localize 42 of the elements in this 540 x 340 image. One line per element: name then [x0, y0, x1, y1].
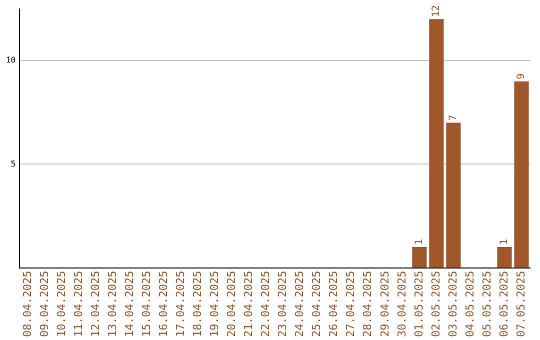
- data-label: 12: [431, 5, 442, 18]
- x-tick-label: 04.05.2025: [463, 270, 476, 338]
- x-tick-label: 16.04.2025: [157, 270, 170, 338]
- data-label: 7: [448, 114, 460, 121]
- x-tick-label: 28.04.2025: [361, 270, 374, 338]
- x-tick-label: 24.04.2025: [293, 270, 306, 338]
- y-tick-label: 5: [10, 159, 16, 168]
- bar: [514, 81, 529, 268]
- data-label: 1: [414, 239, 426, 246]
- x-tick-label: 11.04.2025: [72, 270, 86, 338]
- x-tick-label: 25.04.2025: [310, 270, 324, 338]
- y-tick-label: 10: [6, 56, 16, 65]
- x-tick-label: 09.04.2025: [38, 270, 52, 338]
- x-tick-label: 10.04.2025: [55, 270, 68, 338]
- x-tick-label: 14.04.2025: [123, 270, 136, 338]
- x-tick-label: 12.04.2025: [89, 270, 102, 338]
- x-tick-label: 13.04.2025: [106, 270, 120, 338]
- x-tick-label: 22.04.2025: [259, 270, 272, 338]
- x-tick-label: 29.04.2025: [378, 270, 392, 338]
- x-tick-label: 20.04.2025: [225, 270, 238, 338]
- x-tick-label: 23.04.2025: [276, 270, 290, 338]
- x-tick-label: 02.05.2025: [429, 270, 442, 338]
- x-tick-label: 05.05.2025: [480, 270, 494, 338]
- x-tick-label: 15.04.2025: [140, 270, 154, 338]
- bar: [412, 247, 427, 268]
- x-tick-label: 03.05.2025: [446, 270, 460, 338]
- x-tick-label: 30.04.2025: [395, 270, 408, 338]
- bar: [497, 247, 512, 268]
- x-tick-label: 18.04.2025: [191, 270, 204, 338]
- x-tick-label: 26.04.2025: [327, 270, 340, 338]
- x-tick-label: 27.04.2025: [344, 270, 358, 338]
- x-tick-label: 17.04.2025: [174, 270, 188, 338]
- data-label: 9: [516, 73, 528, 80]
- bar: [429, 19, 444, 268]
- x-tick-label: 01.05.2025: [412, 270, 426, 338]
- x-tick-label: 06.05.2025: [497, 270, 510, 338]
- x-tick-label: 07.05.2025: [514, 270, 528, 338]
- x-tick-label: 21.04.2025: [242, 270, 256, 338]
- bar: [446, 122, 461, 268]
- x-tick-label: 19.04.2025: [208, 270, 222, 338]
- x-tick-label: 08.04.2025: [21, 270, 34, 338]
- data-label: 1: [499, 239, 510, 246]
